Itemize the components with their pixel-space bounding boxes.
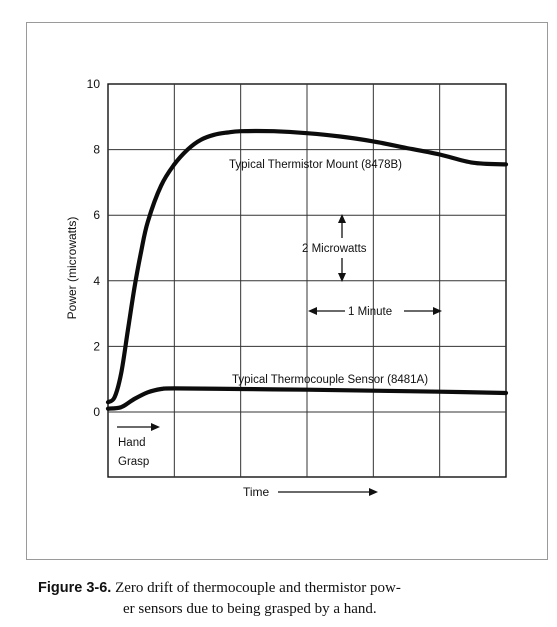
- figure-frame: [26, 22, 548, 560]
- y-tick-label: 8: [93, 143, 100, 157]
- arrowhead-down-icon: [338, 273, 346, 282]
- y-tick-label: 6: [93, 208, 100, 222]
- hand-grasp-label-line2: Grasp: [118, 456, 149, 468]
- thermistor-series-line: [105, 128, 509, 405]
- grid: [107, 83, 507, 478]
- hand-grasp-annotation: Hand Grasp: [117, 423, 160, 468]
- chart: 0 2 4 6 8 10 Typical Thermistor Mount (8478B)…: [65, 77, 509, 499]
- caption-line1: Zero drift of thermocouple and thermisto…: [115, 580, 401, 596]
- y-axis-label: Power (microwatts): [65, 217, 79, 320]
- arrowhead-right-icon: [369, 488, 378, 496]
- vertical-scale-annotation: 2 Microwatts: [302, 214, 367, 282]
- thermistor-series-label: Typical Thermistor Mount (8478B): [229, 159, 402, 171]
- horizontal-scale-annotation: 1 Minute: [308, 306, 442, 318]
- figure-caption: Figure 3-6. Zero drift of thermocouple a…: [38, 578, 538, 620]
- thermocouple-series-label: Typical Thermocouple Sensor (8481A): [232, 374, 428, 386]
- arrowhead-right-icon: [151, 423, 160, 431]
- arrowhead-up-icon: [338, 214, 346, 223]
- arrowhead-right-icon: [433, 307, 442, 315]
- x-axis-annotation: Time: [243, 485, 378, 499]
- arrowhead-left-icon: [308, 307, 317, 315]
- caption-line2: er sensors due to being grasped by a han…: [123, 601, 377, 617]
- y-tick-labels: 0 2 4 6 8 10: [87, 77, 101, 419]
- y-tick-label: 10: [87, 77, 101, 91]
- y-tick-label: 0: [93, 405, 100, 419]
- hand-grasp-label-line1: Hand: [118, 437, 146, 449]
- vertical-scale-label: 2 Microwatts: [302, 243, 367, 255]
- y-tick-label: 4: [93, 274, 100, 288]
- y-tick-label: 2: [93, 339, 100, 353]
- thermocouple-series-line: [105, 386, 509, 411]
- series-lines: [105, 128, 509, 411]
- caption-label: Figure 3-6.: [38, 580, 112, 596]
- x-axis-label: Time: [243, 485, 270, 499]
- horizontal-scale-label: 1 Minute: [348, 306, 392, 318]
